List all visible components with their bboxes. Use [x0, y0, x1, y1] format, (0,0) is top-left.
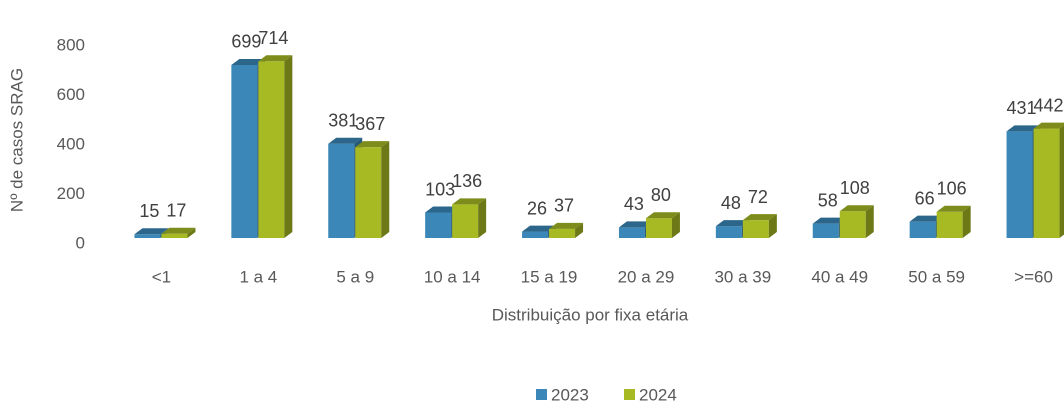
value-label: 26 [527, 198, 547, 218]
x-tick-label: 30 a 39 [714, 267, 771, 286]
y-tick-label: 0 [76, 233, 85, 252]
bar [909, 221, 936, 238]
bar-top [909, 215, 944, 222]
value-label: 714 [258, 28, 288, 48]
bar-side [768, 214, 777, 238]
bar [452, 204, 479, 238]
x-tick-label: <1 [152, 267, 171, 286]
value-label: 136 [452, 171, 482, 191]
value-label: 103 [425, 179, 455, 199]
bar [231, 64, 258, 238]
bar [522, 231, 549, 238]
bar-top [549, 222, 584, 229]
x-tick-label: 10 a 14 [424, 267, 481, 286]
value-label: 48 [721, 193, 741, 213]
bar-top [645, 212, 680, 219]
x-tick-label: 1 a 4 [239, 267, 277, 286]
value-label: 367 [355, 114, 385, 134]
bar [1006, 131, 1033, 238]
bar-top [839, 205, 874, 212]
bar-top [1006, 125, 1041, 132]
bar [839, 211, 866, 238]
value-label: 58 [818, 190, 838, 210]
bar [425, 212, 452, 238]
value-label: 37 [554, 196, 574, 216]
y-axis-title: Nº de casos SRAG [7, 68, 26, 212]
x-tick-label: 5 a 9 [336, 267, 374, 286]
y-tick-label: 400 [57, 134, 85, 153]
bar-top [1033, 122, 1064, 129]
bar-side [381, 141, 390, 238]
bar-top [258, 55, 293, 62]
bar-top [742, 214, 777, 221]
value-label: 80 [651, 185, 671, 205]
bar [812, 223, 839, 238]
x-tick-label: 15 a 19 [521, 267, 578, 286]
bar-side [962, 205, 971, 238]
bar-top [452, 198, 487, 205]
y-tick-label: 800 [57, 35, 85, 54]
bar-top [355, 141, 390, 148]
legend-label: 2023 [551, 385, 589, 404]
bar-top [715, 220, 750, 227]
bar [258, 61, 285, 238]
bar-top [231, 58, 266, 65]
bar [134, 234, 161, 238]
value-label: 381 [328, 110, 358, 130]
value-label: 442 [1034, 95, 1064, 115]
bar-side [187, 227, 196, 238]
x-tick-label: 50 a 59 [908, 267, 965, 286]
bar-side [478, 198, 487, 238]
bar-side [865, 205, 874, 238]
bar [161, 233, 188, 238]
bar-side [1059, 125, 1064, 238]
value-label: 66 [915, 188, 935, 208]
bar-top [936, 205, 971, 212]
bar [618, 227, 645, 238]
bar [549, 228, 576, 238]
value-label: 15 [139, 201, 159, 221]
bar [645, 218, 672, 238]
bar-top [328, 137, 363, 144]
x-tick-label: >=60 [1014, 267, 1053, 286]
bar-top [161, 227, 196, 234]
value-label: 431 [1007, 98, 1037, 118]
bar [715, 226, 742, 238]
legend-swatch [536, 389, 547, 400]
value-label: 43 [624, 194, 644, 214]
bar-top [618, 221, 653, 228]
value-label: 699 [231, 32, 261, 52]
legend-label: 2024 [639, 385, 677, 404]
x-axis-title: Distribuição por fixa etária [492, 305, 689, 324]
value-label: 72 [748, 187, 768, 207]
x-tick-label: 40 a 49 [811, 267, 868, 286]
y-tick-label: 600 [57, 85, 85, 104]
x-tick-label: 20 a 29 [618, 267, 675, 286]
bar-top [812, 217, 847, 224]
bar-top [522, 225, 557, 232]
bar [1033, 128, 1060, 238]
legend-swatch [624, 389, 635, 400]
bar [355, 147, 382, 238]
bar-side [575, 222, 584, 238]
value-label: 108 [840, 178, 870, 198]
bar-side [671, 212, 680, 238]
y-tick-label: 200 [57, 184, 85, 203]
bar-top [134, 228, 169, 235]
bar [328, 143, 355, 238]
value-label: 106 [937, 179, 967, 199]
value-label: 17 [166, 201, 186, 221]
bar [742, 220, 769, 238]
bar [936, 211, 963, 238]
bar-side [284, 55, 293, 238]
bar-top [425, 206, 460, 213]
